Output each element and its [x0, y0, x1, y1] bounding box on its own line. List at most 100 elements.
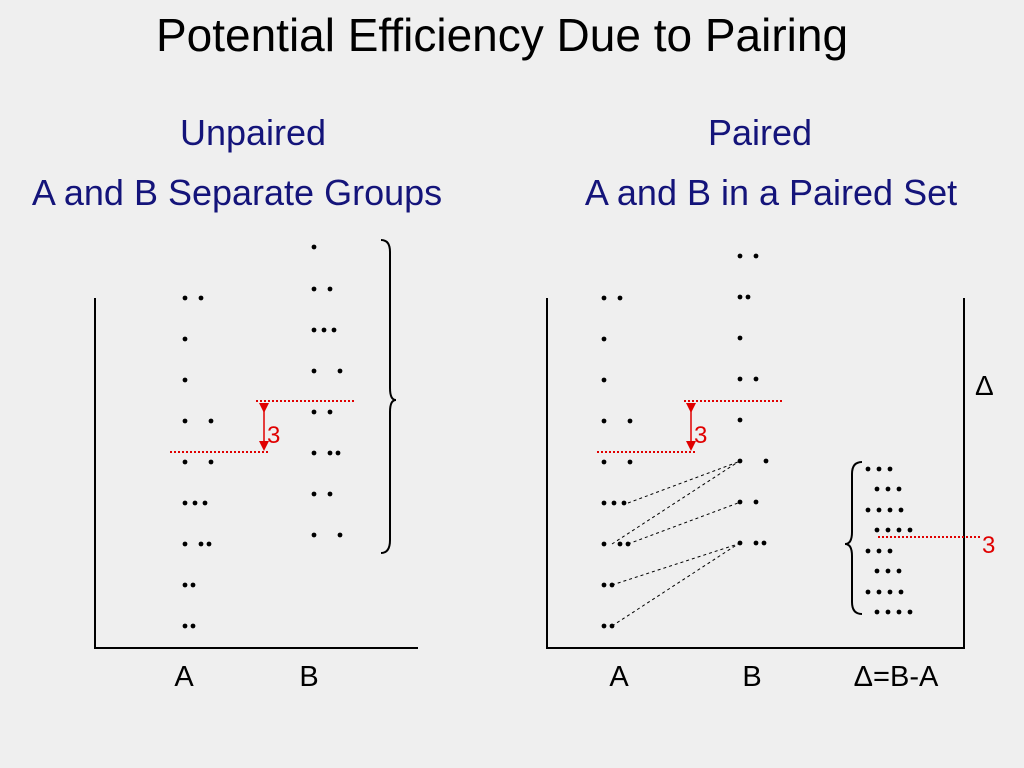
left-subheading: A and B Separate Groups — [31, 172, 443, 213]
dot — [182, 623, 188, 629]
dot — [208, 418, 214, 424]
dot — [601, 623, 607, 629]
paired-difference-label: 3 — [694, 422, 707, 449]
dot — [753, 540, 759, 546]
dot — [611, 500, 617, 506]
delta-brace — [844, 461, 863, 615]
dot — [874, 486, 880, 492]
left-panel: 3 A B — [94, 239, 418, 693]
dot — [601, 418, 607, 424]
dot — [876, 589, 882, 595]
dot — [753, 499, 759, 505]
left-group-a-dots — [182, 295, 214, 629]
dot — [202, 500, 208, 506]
paired-x-label-b: B — [742, 661, 761, 693]
dot — [327, 491, 333, 497]
left-axes — [94, 298, 418, 649]
dot — [737, 540, 743, 546]
dot — [609, 582, 615, 588]
dot — [182, 582, 188, 588]
dot — [621, 500, 627, 506]
dot — [885, 609, 891, 615]
dot — [190, 623, 196, 629]
dot — [337, 368, 343, 374]
dot — [887, 507, 893, 513]
dot — [745, 294, 751, 300]
dot — [874, 568, 880, 574]
dot — [898, 507, 904, 513]
dot — [311, 450, 317, 456]
dot — [337, 532, 343, 538]
right-panel: 3 3 Δ A B Δ=B-A — [546, 253, 995, 693]
group-b-brace — [380, 239, 397, 554]
dot — [876, 466, 882, 472]
dot — [617, 295, 623, 301]
delta-mean-label: 3 — [982, 532, 995, 559]
x-label-a: A — [174, 661, 194, 693]
dot — [601, 541, 607, 547]
delta-axis-label: Δ — [975, 370, 994, 401]
dot — [321, 327, 327, 333]
dot — [625, 541, 631, 547]
dot — [311, 491, 317, 497]
dot — [335, 450, 341, 456]
right-subheading: A and B in a Paired Set — [584, 172, 958, 213]
left-group-b-dots — [311, 244, 343, 538]
dot — [208, 459, 214, 465]
dot — [182, 336, 188, 342]
dot — [627, 459, 633, 465]
page-title: Potential Efficiency Due to Pairing — [155, 9, 849, 61]
dot — [311, 327, 317, 333]
dot — [182, 377, 188, 383]
dot — [601, 336, 607, 342]
dot — [327, 286, 333, 292]
dot — [885, 486, 891, 492]
dot — [737, 294, 743, 300]
left-heading: Unpaired — [179, 112, 327, 153]
dot — [874, 527, 880, 533]
pairing-lines — [611, 461, 739, 627]
dot — [896, 568, 902, 574]
dot — [182, 500, 188, 506]
difference-label: 3 — [267, 422, 280, 449]
x-label-delta: Δ=B-A — [854, 661, 939, 693]
dot — [311, 532, 317, 538]
dot — [876, 548, 882, 554]
dot — [198, 295, 204, 301]
dot — [331, 327, 337, 333]
dot — [907, 609, 913, 615]
right-heading: Paired — [707, 112, 813, 153]
dot — [311, 244, 317, 250]
dot — [907, 527, 913, 533]
dot — [609, 623, 615, 629]
dot — [753, 253, 759, 259]
dot — [763, 458, 769, 464]
right-group-a-dots — [601, 295, 633, 629]
right-group-b-dots — [737, 253, 769, 546]
dot — [627, 418, 633, 424]
dot — [190, 582, 196, 588]
dot — [885, 568, 891, 574]
dot — [327, 450, 333, 456]
dot — [865, 466, 871, 472]
dot — [896, 527, 902, 533]
dot — [737, 499, 743, 505]
dot — [874, 609, 880, 615]
dot — [601, 295, 607, 301]
dot — [182, 459, 188, 465]
dot — [311, 368, 317, 374]
dot — [311, 409, 317, 415]
dot — [182, 418, 188, 424]
dot — [737, 458, 743, 464]
dot — [601, 582, 607, 588]
dot — [192, 500, 198, 506]
dot — [887, 466, 893, 472]
dot — [887, 548, 893, 554]
dot — [876, 507, 882, 513]
dot — [865, 507, 871, 513]
dot — [737, 417, 743, 423]
dot — [617, 541, 623, 547]
dot — [896, 486, 902, 492]
right-axes — [546, 298, 965, 649]
